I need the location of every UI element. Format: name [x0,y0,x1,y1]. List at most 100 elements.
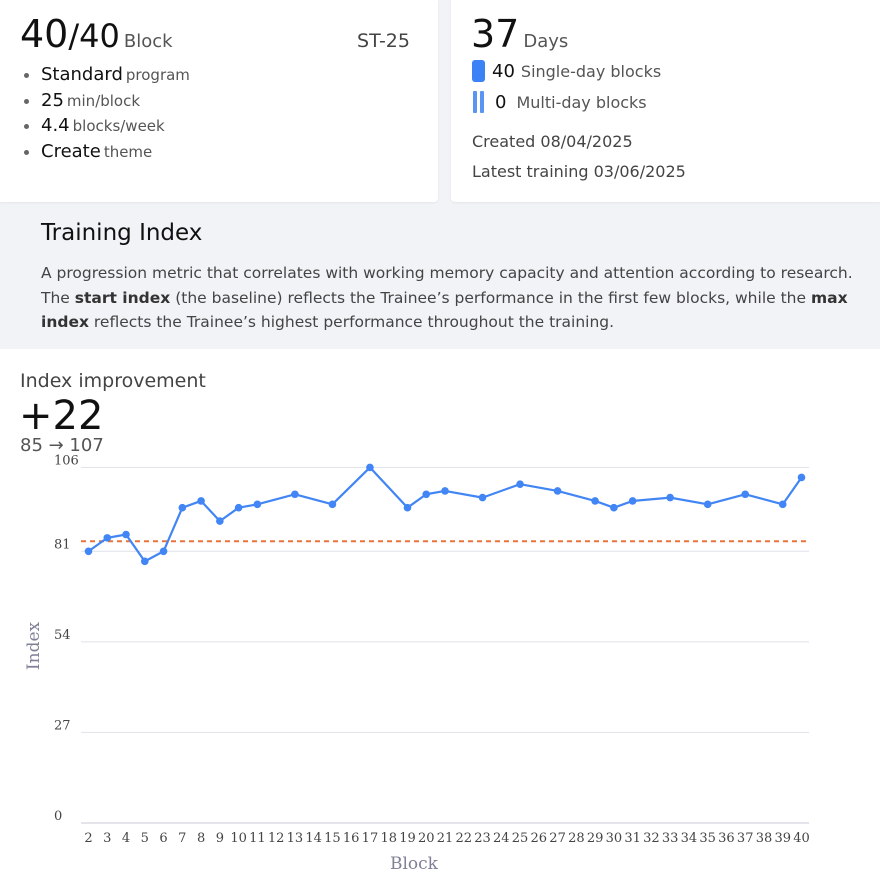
summary-label: blocks/week [72,117,165,135]
index-data-point[interactable] [441,487,449,495]
index-data-point[interactable] [140,557,149,566]
improvement-value: +22 [19,393,104,439]
x-tick-label: 19 [399,831,416,846]
index-data-point[interactable] [234,503,243,512]
index-data-point[interactable] [216,517,224,525]
x-tick-label: 21 [437,831,454,846]
x-tick-label: 18 [380,831,397,846]
summary-value: 4.4 [41,115,70,136]
x-tick-label: 33 [662,831,679,846]
x-tick-label: 35 [699,831,716,846]
index-data-point[interactable] [628,497,637,505]
index-data-point[interactable] [666,493,674,502]
index-data-point[interactable] [291,490,299,499]
index-data-point[interactable] [797,473,806,482]
index-data-point[interactable] [422,490,431,499]
x-tick-label: 15 [324,831,341,846]
summary-item-duration: 25 min/block [20,88,190,114]
description-text: reflects the Trainee’s highest performan… [88,313,615,332]
single-day-count: 40 [492,60,515,82]
blocks-total: /40 [68,17,120,55]
index-data-point[interactable] [253,500,262,509]
x-tick-label: 6 [159,831,167,846]
multi-day-icon [472,91,485,113]
x-tick-label: 32 [643,831,660,846]
summary-label: program [125,66,190,84]
index-data-point[interactable] [84,547,93,556]
x-tick-label: 12 [268,831,285,846]
index-data-point[interactable] [197,497,205,505]
x-tick-label: 16 [343,831,360,846]
summary-label: min/block [66,91,141,110]
x-tick-label: 22 [455,831,472,846]
y-axis-title: Index [24,621,44,670]
y-tick-label: 27 [54,718,71,733]
summary-item-theme: Create theme [20,139,190,165]
index-data-point[interactable] [610,503,618,512]
y-tick-label: 0 [54,809,62,824]
x-tick-label: 17 [362,831,379,846]
index-data-point[interactable] [516,480,524,488]
index-data-point[interactable] [122,530,130,539]
x-tick-label: 40 [793,831,810,846]
summary-item-program: Standard program [20,62,190,88]
x-tick-label: 25 [512,831,529,846]
summary-card: 40/40 Block ST-25 Standard program 25 min/b… [0,0,438,202]
x-tick-label: 29 [587,831,604,846]
single-day-icon [472,60,485,82]
x-tick-label: 26 [531,831,548,846]
summary-list: Standard program 25 min/block 4.4 blocks/we… [20,62,190,164]
blocks-done: 40 [20,12,69,56]
x-tick-label: 20 [418,831,435,846]
training-index-title: Training Index [41,220,203,246]
summary-item-frequency: 4.4 blocks/week [20,113,190,139]
index-data-point[interactable] [478,493,487,502]
x-tick-label: 13 [287,831,304,846]
index-data-point[interactable] [159,547,168,556]
x-tick-label: 11 [249,831,266,846]
created-date: Created 08/04/2025 [472,132,633,151]
x-tick-label: 38 [756,831,773,846]
x-tick-label: 23 [474,831,491,846]
x-tick-label: 5 [141,831,149,846]
days-card: 37 Days 40 Single-day blocks 0 Multi-day … [451,0,880,202]
x-tick-label: 27 [549,831,566,846]
index-chart-card: Index improvement +22 85 → 107 0 27 54 81 10… [0,349,880,880]
days-value: 37 [471,12,520,56]
summary-value: 25 [41,89,64,111]
days-header: 37 Days [471,12,568,56]
index-data-point[interactable] [778,500,787,509]
max-index-term: max index [41,288,848,332]
index-data-point[interactable] [591,497,599,505]
index-data-point[interactable] [366,463,374,472]
summary-value: Standard [41,64,123,85]
index-data-point[interactable] [403,503,412,512]
index-data-point[interactable] [553,487,562,495]
index-data-point[interactable] [103,534,112,542]
x-tick-label: 31 [624,831,641,846]
x-tick-label: 9 [216,831,224,846]
index-data-point[interactable] [703,500,712,509]
x-tick-label: 37 [737,831,754,846]
x-tick-label: 14 [305,831,322,846]
x-tick-label: 2 [84,831,92,846]
blocks-unit: Block [123,31,173,52]
x-tick-label: 34 [681,831,698,846]
y-tick-label: 54 [54,628,71,643]
index-data-point[interactable] [328,500,337,509]
x-tick-label: 36 [718,831,735,846]
single-day-label: Single-day blocks [520,61,662,81]
x-tick-label: 28 [568,831,585,846]
single-day-row: 40 Single-day blocks [472,60,661,82]
training-index-description: A progression metric that correlates wit… [41,261,861,335]
x-tick-label: 8 [197,831,205,846]
x-axis-title: Block [390,854,439,874]
days-unit: Days [523,31,569,52]
improvement-range: 85 → 107 [20,435,104,456]
description-text: (the baseline) reflects the Trainee’s pe… [170,288,811,307]
y-tick-label: 81 [54,537,71,552]
index-data-point[interactable] [741,490,750,499]
latest-training-date: Latest training 03/06/2025 [472,162,686,181]
index-data-point[interactable] [178,503,187,512]
x-tick-label: 4 [122,831,130,846]
